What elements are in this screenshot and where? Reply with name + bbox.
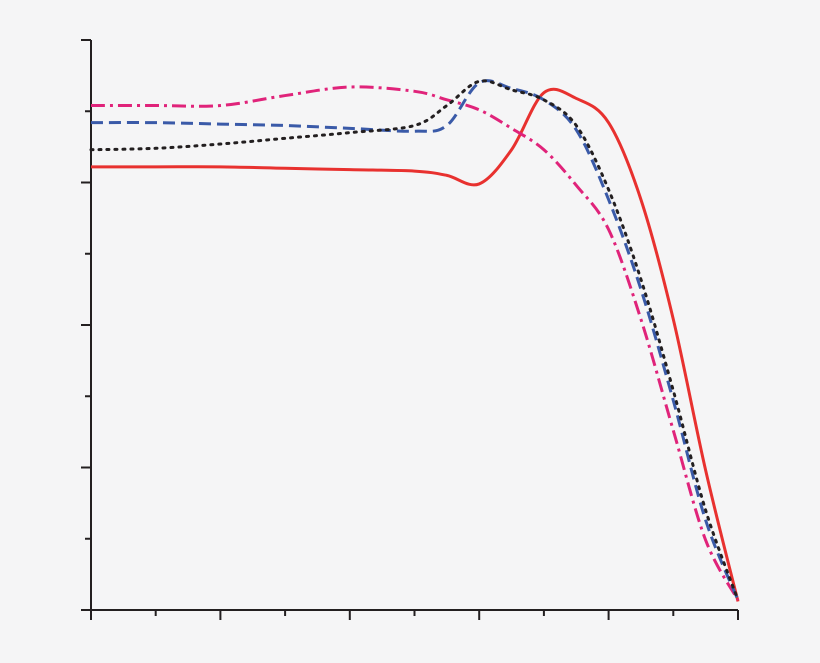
line-series: [90, 79, 740, 601]
line-series: [89, 79, 740, 602]
line-series: [91, 85, 740, 601]
line-series: [91, 87, 740, 602]
